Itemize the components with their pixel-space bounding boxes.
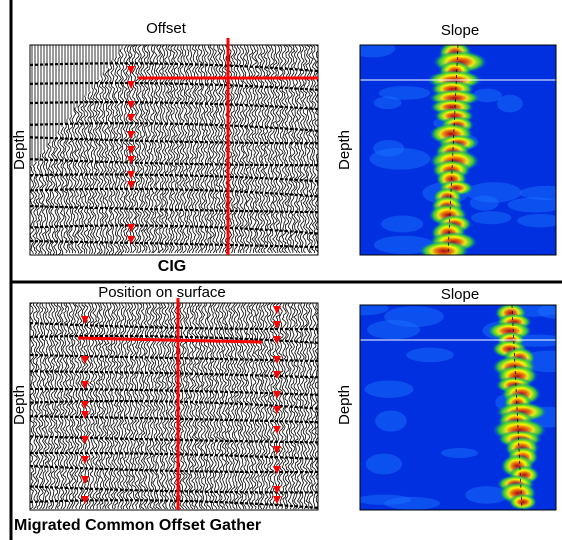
- semblance: [349, 39, 562, 261]
- right-axis: Depth: [336, 385, 353, 425]
- noise-blob: [349, 39, 395, 57]
- noise-blob: [471, 211, 511, 224]
- right-title: Slope: [441, 286, 479, 303]
- noise-blob: [441, 448, 478, 458]
- noise-blob: [507, 197, 562, 212]
- left-axis: Depth: [11, 385, 28, 425]
- right-title: Slope: [441, 22, 479, 39]
- noise-blob: [466, 182, 521, 202]
- noise-blob: [366, 454, 402, 475]
- left-axis: Depth: [11, 130, 28, 170]
- noise-blob: [406, 348, 454, 363]
- noise-blob: [375, 410, 407, 431]
- noise-blob: [381, 216, 423, 233]
- figure: Offset Slope Depth Depth CIG Position on…: [0, 0, 562, 540]
- noise-blob: [384, 306, 444, 327]
- noise-blob: [369, 148, 430, 170]
- left-title: Position on surface: [98, 284, 226, 301]
- energy: [418, 241, 469, 262]
- caption: CIG: [158, 258, 186, 275]
- noise-blob: [517, 214, 562, 227]
- left-title: Offset: [146, 20, 187, 37]
- noise-blob: [336, 301, 389, 315]
- energy: [508, 494, 537, 511]
- right-axis: Depth: [336, 130, 353, 170]
- noise-blob: [379, 86, 430, 100]
- noise-blob: [365, 380, 414, 397]
- noise-blob: [384, 497, 440, 510]
- semblance: [336, 301, 562, 510]
- caption: Migrated Common Offset Gather: [14, 517, 261, 534]
